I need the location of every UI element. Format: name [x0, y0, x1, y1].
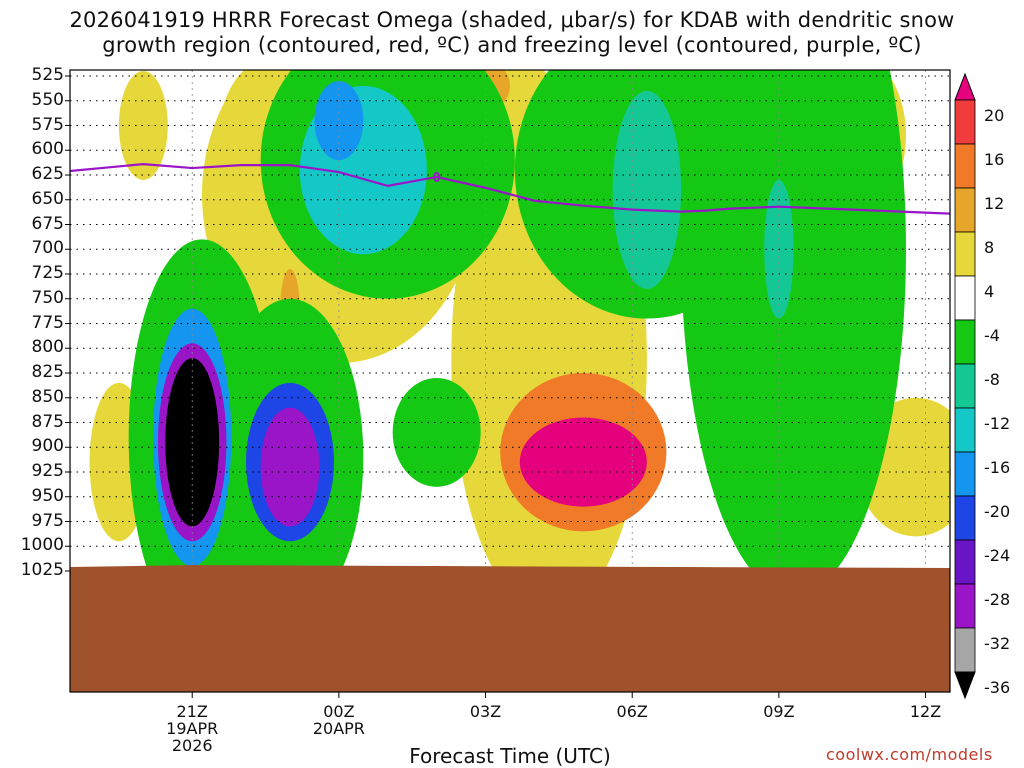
y-tick-label: 525	[31, 65, 64, 85]
colorbar-segment	[954, 187, 976, 233]
omega-region-24	[314, 80, 364, 161]
x-tick-label: 00Z 20APR	[299, 703, 379, 737]
y-tick-label: 575	[31, 114, 64, 135]
x-tick-time: 09Z	[763, 702, 795, 721]
colorbar-segment	[954, 363, 976, 409]
colorbar-label: 8	[984, 238, 995, 257]
y-tick-label: 650	[31, 188, 64, 209]
colorbar-segment	[954, 583, 976, 629]
chart-title-line-1: 2026041919 HRRR Forecast Omega (shaded, …	[69, 8, 955, 32]
colorbar-segment	[954, 319, 976, 365]
colorbar-label: -32	[984, 634, 1011, 653]
colorbar-label: -36	[984, 678, 1011, 697]
y-tick-label: 925	[31, 461, 64, 481]
x-tick-label: 09Z	[739, 703, 819, 720]
colorbar-segment	[954, 627, 976, 673]
colorbar-label: 4	[984, 282, 995, 301]
y-tick-label: 625	[31, 164, 64, 184]
y-tick-label: 750	[31, 287, 64, 308]
freezing-level-line	[70, 163, 950, 215]
colorbar-label: 20	[984, 106, 1005, 125]
colorbar-label: -20	[984, 502, 1011, 521]
omega-region-14	[519, 417, 647, 507]
x-tick-label: 12Z	[886, 703, 966, 720]
colorbar-segment	[954, 99, 976, 145]
terrain-ground	[70, 565, 950, 692]
colorbar-label: -12	[984, 414, 1011, 433]
y-tick-label: 725	[31, 263, 64, 283]
colorbar-segment	[954, 231, 976, 277]
chart-title-line-2: growth region (contoured, red, ºC) and f…	[102, 33, 922, 57]
colorbar-segment	[954, 539, 976, 585]
x-axis-title: Forecast Time (UTC)	[409, 744, 611, 768]
colorbar-label: -16	[984, 458, 1011, 477]
freezing-level-marker	[433, 171, 441, 182]
x-tick-time: 21Z	[176, 702, 208, 721]
y-tick-label: 975	[31, 510, 64, 531]
x-tick-label: 21Z 19APR 2026	[152, 703, 232, 754]
x-tick-label: 03Z	[446, 703, 526, 720]
y-tick-label: 800	[31, 337, 64, 358]
omega-region-21	[612, 90, 682, 289]
y-tick-label: 675	[31, 213, 64, 234]
x-tick-time: 06Z	[616, 702, 648, 721]
grid	[70, 70, 950, 692]
x-tick-time: 03Z	[469, 702, 502, 721]
omega-region-18	[392, 377, 481, 487]
x-tick-time: 12Z	[909, 702, 942, 721]
y-tick-label: 600	[31, 139, 64, 160]
y-tick-label: 1000	[20, 535, 64, 556]
colorbar-segment	[954, 495, 976, 541]
plot-frame	[69, 69, 951, 693]
colorbar-label: 12	[984, 194, 1005, 213]
omega-shading	[89, 70, 950, 636]
colorbar-label: -8	[984, 370, 1000, 389]
colorbar-segment	[954, 407, 976, 453]
x-tick-label: 06Z	[592, 703, 672, 720]
omega-region-28	[260, 407, 320, 527]
colorbar	[954, 72, 976, 700]
colorbar-segment	[954, 451, 976, 497]
omega-region-17	[681, 70, 906, 596]
y-tick-label: 775	[31, 312, 64, 333]
y-tick-label: 550	[31, 89, 64, 110]
x-tick-time: 00Z	[323, 702, 355, 721]
y-tick-label: 850	[31, 386, 64, 407]
colorbar-label: 16	[984, 150, 1005, 169]
x-tick-date: 20APR	[312, 719, 365, 738]
colorbar-segment	[954, 143, 976, 189]
x-tick-date: 2026	[171, 736, 213, 755]
source-credit[interactable]: coolwx.com/models	[826, 745, 993, 764]
omega-region-0	[118, 71, 168, 180]
y-tick-label: 950	[31, 485, 64, 506]
colorbar-top-arrow	[954, 72, 976, 101]
colorbar-label: -24	[984, 546, 1011, 565]
colorbar-segment	[954, 275, 976, 321]
colorbar-bottom-arrow	[954, 671, 976, 700]
y-tick-label: 900	[31, 436, 64, 457]
axis-ticks	[65, 75, 927, 698]
y-tick-label: 875	[31, 411, 64, 432]
y-tick-label: 700	[31, 238, 64, 259]
colorbar-label: -28	[984, 590, 1011, 609]
y-tick-label: 825	[31, 362, 64, 382]
x-tick-date: 19APR	[166, 719, 219, 738]
y-tick-label: 1025	[20, 560, 64, 580]
colorbar-label: -4	[984, 326, 1000, 345]
